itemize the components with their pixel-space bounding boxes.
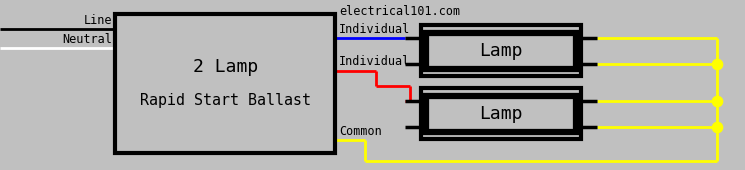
Text: Line: Line — [84, 14, 112, 27]
Text: 2 Lamp: 2 Lamp — [193, 58, 258, 76]
Bar — [115, 14, 335, 153]
Text: Rapid Start Ballast: Rapid Start Ballast — [140, 92, 311, 108]
Text: Individual: Individual — [339, 55, 410, 68]
Point — [711, 100, 723, 103]
Bar — [421, 88, 581, 139]
Text: Common: Common — [339, 125, 381, 138]
Text: Individual: Individual — [339, 23, 410, 36]
Point — [711, 125, 723, 128]
Bar — [421, 26, 581, 76]
Text: electrical101.com: electrical101.com — [339, 5, 460, 18]
Point — [711, 62, 723, 65]
Bar — [426, 33, 576, 69]
Bar — [426, 96, 576, 132]
Text: Lamp: Lamp — [479, 42, 523, 60]
Text: Lamp: Lamp — [479, 105, 523, 123]
Text: Neutral: Neutral — [63, 33, 112, 46]
